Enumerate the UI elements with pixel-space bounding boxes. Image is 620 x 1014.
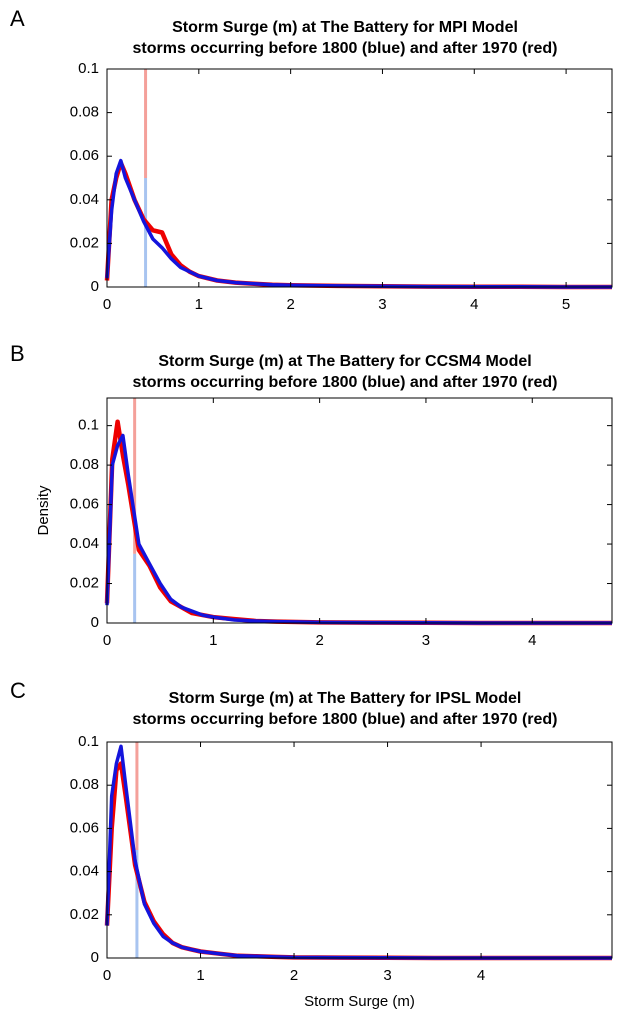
y-tick-label: 0 xyxy=(91,614,99,631)
data-line xyxy=(105,744,612,960)
y-tick-label: 0.08 xyxy=(70,456,99,473)
y-tick-label: 0.08 xyxy=(70,776,99,793)
x-tick-label: 2 xyxy=(290,967,298,984)
panel: B Storm Surge (m) at The Battery for CCSM… xyxy=(10,341,613,649)
panel: A Storm Surge (m) at The Battery for MPI … xyxy=(10,6,613,313)
y-tick-label: 0.02 xyxy=(70,574,99,591)
x-tick-label: 2 xyxy=(286,296,294,313)
y-tick-label: 0.06 xyxy=(70,147,99,164)
x-tick-label: 0 xyxy=(103,967,111,984)
x-tick-label: 3 xyxy=(422,632,430,649)
x-tick-label: 4 xyxy=(477,967,485,984)
x-tick-label: 3 xyxy=(378,296,386,313)
panel-letter: B xyxy=(10,341,25,366)
y-tick-label: 0 xyxy=(91,949,99,966)
x-tick-label: 1 xyxy=(209,632,217,649)
panel-letter: A xyxy=(10,6,25,31)
y-tick-label: 0.1 xyxy=(78,60,99,77)
y-tick-label: 0.06 xyxy=(70,819,99,836)
panel: C Storm Surge (m) at The Battery for IPSL… xyxy=(10,678,613,1010)
data-line xyxy=(105,158,612,289)
plot-frame xyxy=(106,68,613,288)
chart-title: storms occurring before 1800 (blue) and … xyxy=(132,40,557,57)
y-tick-label: 0.02 xyxy=(70,906,99,923)
y-tick-label: 0.06 xyxy=(70,496,99,513)
x-tick-label: 4 xyxy=(470,296,478,313)
chart-title: storms occurring before 1800 (blue) and … xyxy=(132,711,557,728)
y-tick-label: 0.08 xyxy=(70,104,99,121)
y-tick-label: 0.04 xyxy=(70,535,99,552)
plot-frame xyxy=(106,397,613,624)
chart-title: Storm Surge (m) at The Battery for MPI M… xyxy=(172,19,518,36)
data-line xyxy=(104,761,612,961)
x-tick-label: 0 xyxy=(103,296,111,313)
y-tick-label: 0.1 xyxy=(78,417,99,434)
plot-frame xyxy=(106,741,613,959)
y-axis-label: Density xyxy=(35,485,52,536)
x-tick-label: 0 xyxy=(103,632,111,649)
chart-title: Storm Surge (m) at The Battery for IPSL … xyxy=(169,690,522,707)
chart-title: Storm Surge (m) at The Battery for CCSM4… xyxy=(158,353,531,370)
chart-title: storms occurring before 1800 (blue) and … xyxy=(132,374,557,391)
data-line xyxy=(104,419,612,626)
x-axis-label: Storm Surge (m) xyxy=(304,993,415,1010)
x-tick-label: 4 xyxy=(528,632,536,649)
x-tick-label: 5 xyxy=(562,296,570,313)
x-tick-label: 3 xyxy=(383,967,391,984)
y-tick-label: 0 xyxy=(91,278,99,295)
data-line xyxy=(105,433,612,625)
panel-letter: C xyxy=(10,678,26,703)
y-tick-label: 0.1 xyxy=(78,733,99,750)
x-tick-label: 2 xyxy=(315,632,323,649)
y-tick-label: 0.04 xyxy=(70,863,99,880)
y-tick-label: 0.04 xyxy=(70,191,99,208)
x-tick-label: 1 xyxy=(196,967,204,984)
x-tick-label: 1 xyxy=(195,296,203,313)
y-tick-label: 0.02 xyxy=(70,234,99,251)
